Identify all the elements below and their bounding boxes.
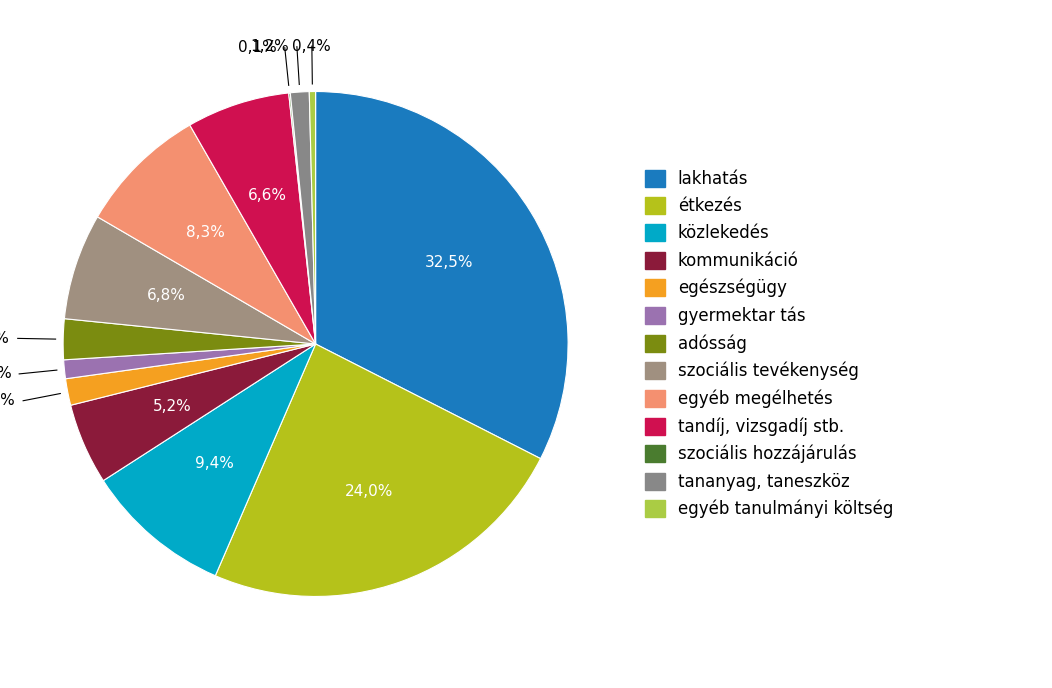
Wedge shape — [64, 217, 316, 344]
Text: 0,4%: 0,4% — [292, 39, 331, 54]
Text: 1,2%: 1,2% — [250, 39, 289, 54]
Text: 24,0%: 24,0% — [344, 484, 392, 499]
Wedge shape — [290, 92, 316, 344]
Text: 2,6%: 2,6% — [0, 331, 11, 346]
Text: 9,4%: 9,4% — [195, 456, 234, 471]
Text: 0,1%: 0,1% — [239, 40, 277, 55]
Wedge shape — [63, 344, 316, 379]
Wedge shape — [65, 344, 316, 405]
Wedge shape — [309, 92, 316, 344]
Wedge shape — [98, 125, 316, 344]
Text: 8,3%: 8,3% — [186, 226, 225, 241]
Wedge shape — [288, 93, 316, 344]
Wedge shape — [316, 92, 568, 459]
Text: 5,2%: 5,2% — [153, 398, 191, 413]
Legend: lakhatás, étkezés, közlekedés, kommunikáció, egészségügy, gyermektar tás, adóss: lakhatás, étkezés, közlekedés, kommunik… — [640, 164, 898, 524]
Text: 1,7%: 1,7% — [0, 394, 16, 408]
Wedge shape — [63, 319, 316, 360]
Wedge shape — [216, 344, 541, 596]
Wedge shape — [189, 93, 316, 344]
Text: 32,5%: 32,5% — [425, 255, 473, 270]
Text: 1,2%: 1,2% — [0, 367, 12, 381]
Wedge shape — [70, 344, 316, 481]
Text: 6,6%: 6,6% — [247, 188, 287, 203]
Wedge shape — [103, 344, 316, 576]
Text: 6,8%: 6,8% — [147, 288, 186, 303]
